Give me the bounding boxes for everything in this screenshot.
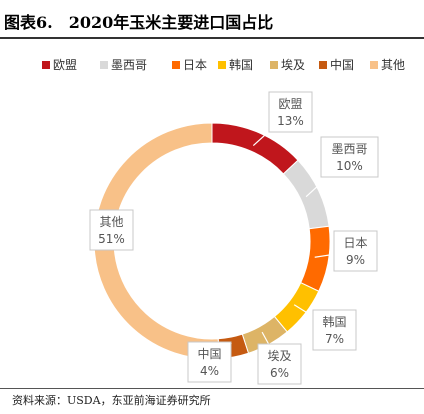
slice-other [93,122,220,360]
leader-line-korea [293,304,314,318]
callout-box-egypt [257,343,302,385]
figure-title: 图表6. 2020年玉米主要进口国占比 [4,13,274,32]
data-label-name-eu: 欧盟 [278,97,302,111]
legend-label-egypt: 埃及 [281,58,305,72]
data-label-value-other: 51% [98,232,125,246]
data-label-value-mexico: 10% [336,159,363,173]
legend-swatch-korea [218,61,226,69]
callout-box-japan [333,230,378,272]
legend-label-mexico: 墨西哥 [111,58,147,72]
leader-line-egypt [261,331,270,345]
data-label-name-japan: 日本 [343,236,367,250]
legend-label-japan: 日本 [183,58,207,72]
leader-line-eu [252,130,270,146]
data-label-name-egypt: 埃及 [267,349,291,363]
data-label-value-eu: 13% [277,114,304,128]
data-label-name-korea: 韩国 [322,314,346,329]
callout-box-eu [268,91,313,133]
legend-swatch-china [319,61,327,69]
data-label-value-egypt: 6% [270,366,289,380]
callout-box-korea [312,309,357,351]
slice-japan [300,225,331,292]
callout-box-mexico [320,136,379,178]
data-label-value-japan: 9% [346,253,365,267]
data-label-value-korea: 7% [325,332,344,346]
legend-label-korea: 韩国 [229,57,253,72]
leader-line-mexico [305,176,329,198]
legend-swatch-japan [172,61,180,69]
legend-label-eu: 欧盟 [53,58,77,72]
legend-label-china: 中国 [330,57,354,72]
donut-slices [93,122,331,360]
data-label-callouts: 欧盟 13% 墨西哥 10% 日本 9% 韩国 7% 埃及 6% 中国 4% 其他 51% [89,91,379,385]
figure-header: 图表6. 2020年玉米主要进口国占比 [0,0,424,40]
legend-label-other: 其他 [381,58,405,72]
data-label-value-china: 4% [200,364,219,378]
data-label-name-mexico: 墨西哥 [331,142,367,156]
source-rule [0,388,424,389]
legend-swatch-mexico [100,61,108,69]
legend-swatch-egypt [270,61,278,69]
data-label-name-other: 其他 [99,215,123,229]
title-rule [0,37,424,39]
leader-line-japan [314,253,335,258]
chart-legend: 欧盟 墨西哥 日本 韩国 埃及 中国 其他 [42,57,405,72]
legend-swatch-other [370,61,378,69]
donut-chart: 欧盟 墨西哥 日本 韩国 埃及 中国 其他 欧盟13%墨西哥10%日本9%韩国7%埃及6%中… [42,57,405,385]
source-note: 资料来源：USDA，东亚前海证券研究所 [12,394,211,407]
callout-box-other [89,209,134,251]
callout-box-china [187,341,232,383]
legend-swatch-eu [42,61,50,69]
data-label-name-china: 中国 [197,346,221,361]
